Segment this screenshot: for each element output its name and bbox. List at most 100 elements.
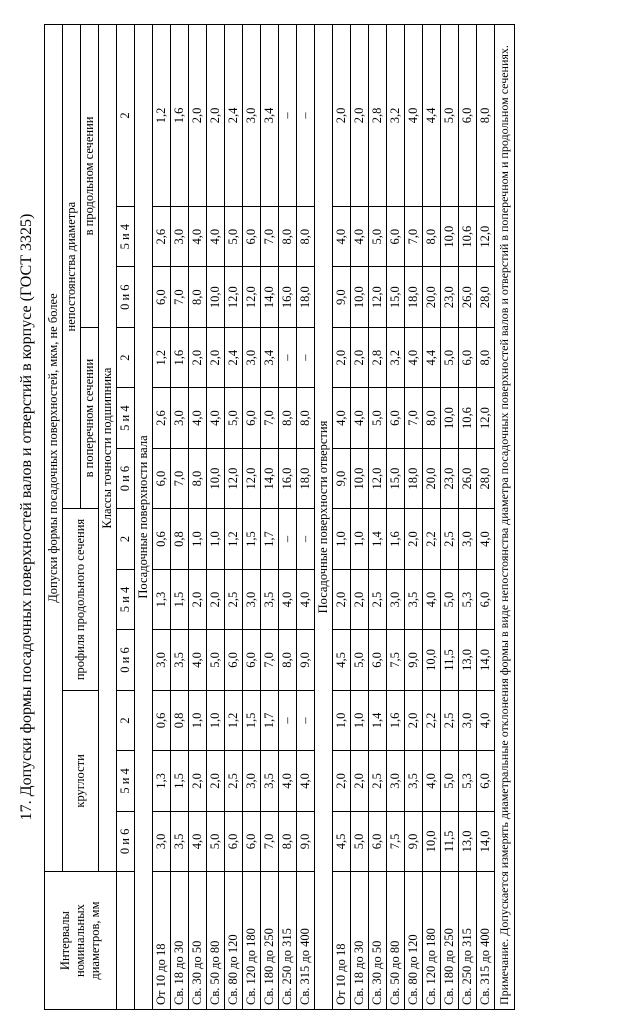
value-cell: 1,2 [153,327,171,387]
value-cell: 8,0 [279,206,297,266]
value-cell: 2,0 [189,569,207,629]
value-cell: 7,0 [261,388,279,448]
value-cell: 5,0 [441,327,459,387]
tolerance-table: Интервалы номинальных диаметров, мм Допу… [44,24,515,1010]
value-cell: 2,5 [441,509,459,569]
value-cell: 6,0 [387,206,405,266]
value-cell: 2,5 [441,690,459,750]
header-col: 2 [117,509,135,569]
value-cell: 2,0 [333,569,351,629]
value-cell: 14,0 [261,267,279,327]
value-cell: 2,0 [207,327,225,387]
value-cell: 6,0 [153,448,171,508]
table-row: Св. 120 до 1806,03,01,56,03,01,512,06,03… [243,25,261,1010]
value-cell: 10,0 [207,267,225,327]
section-header: Посадочные поверхности отверстия [315,25,333,1010]
value-cell: 2,0 [333,327,351,387]
value-cell: 2,2 [423,509,441,569]
value-cell: 2,2 [423,690,441,750]
value-cell: – [297,25,315,207]
value-cell: 3,0 [243,751,261,811]
section-header: Посадочные поверхности вала [135,25,153,1010]
interval-label: Св. 120 до 180 [423,872,441,1010]
header-profile: профиля продольного сечения [63,509,99,690]
value-cell: 1,6 [387,690,405,750]
value-cell: 5,0 [207,811,225,871]
value-cell: 4,5 [333,630,351,690]
value-cell: 14,0 [477,811,495,871]
value-cell: 5,0 [225,388,243,448]
value-cell: 4,0 [333,206,351,266]
value-cell: 18,0 [297,267,315,327]
value-cell: 1,6 [387,509,405,569]
value-cell: 2,0 [351,751,369,811]
header-col: 0 и 6 [117,811,135,871]
table-row: Св. 250 до 3158,04,0–8,04,0–16,08,0–16,0… [279,25,297,1010]
interval-label: Св. 50 до 80 [207,872,225,1010]
value-cell: 1,2 [153,25,171,207]
value-cell: 3,5 [405,569,423,629]
value-cell: 2,8 [369,25,387,207]
value-cell: 14,0 [261,448,279,508]
value-cell: 3,2 [387,25,405,207]
value-cell: 18,0 [405,267,423,327]
value-cell: 8,0 [279,811,297,871]
value-cell: 3,5 [171,811,189,871]
value-cell: 4,0 [351,206,369,266]
value-cell: 9,0 [333,448,351,508]
interval-label: Св. 180 до 250 [441,872,459,1010]
value-cell: 2,0 [189,25,207,207]
table-row: Св. 180 до 2507,03,51,77,03,51,714,07,03… [261,25,279,1010]
value-cell: 3,0 [171,206,189,266]
value-cell: 0,6 [153,690,171,750]
table-row: Св. 180 до 25011,55,02,511,55,02,523,010… [441,25,459,1010]
value-cell: 4,0 [189,206,207,266]
value-cell: 12,0 [369,267,387,327]
interval-label: От 10 до 18 [153,872,171,1010]
value-cell: 28,0 [477,448,495,508]
header-col: 2 [117,327,135,387]
value-cell: 6,0 [387,388,405,448]
value-cell: 1,5 [171,569,189,629]
value-cell: 10,0 [441,206,459,266]
value-cell: 8,0 [477,327,495,387]
value-cell: 3,4 [261,25,279,207]
value-cell: 12,0 [477,206,495,266]
value-cell: 13,0 [459,811,477,871]
value-cell: 2,0 [333,751,351,811]
value-cell: 2,0 [207,751,225,811]
header-tolerances: Допуски формы посадочных поверхностей, м… [45,25,63,872]
value-cell: 12,0 [225,448,243,508]
value-cell: 5,0 [225,206,243,266]
value-cell: 2,4 [225,327,243,387]
value-cell: 6,0 [459,327,477,387]
value-cell: 7,0 [171,267,189,327]
header-col: 2 [117,25,135,207]
value-cell: 2,5 [225,569,243,629]
value-cell: 16,0 [279,267,297,327]
value-cell: – [297,327,315,387]
value-cell: 1,3 [153,751,171,811]
value-cell: 0,6 [153,509,171,569]
value-cell: 2,0 [207,569,225,629]
value-cell: 1,4 [369,509,387,569]
value-cell: 18,0 [297,448,315,508]
value-cell: 2,5 [225,751,243,811]
value-cell: 4,0 [333,388,351,448]
value-cell: 6,0 [225,811,243,871]
table-row: Св. 30 до 506,02,51,46,02,51,412,05,02,8… [369,25,387,1010]
value-cell: 0,8 [171,509,189,569]
header-col: 5 и 4 [117,569,135,629]
value-cell: 7,0 [261,630,279,690]
interval-label: Св. 50 до 80 [387,872,405,1010]
value-cell: 28,0 [477,267,495,327]
interval-label: Св. 18 до 30 [351,872,369,1010]
interval-label: Св. 250 до 315 [459,872,477,1010]
value-cell: 1,0 [189,690,207,750]
value-cell: 8,0 [477,25,495,207]
value-cell: 15,0 [387,448,405,508]
value-cell: 6,0 [459,25,477,207]
value-cell: 4,0 [297,751,315,811]
table-row: Св. 80 до 1206,02,51,26,02,51,212,05,02,… [225,25,243,1010]
interval-label: Св. 30 до 50 [369,872,387,1010]
